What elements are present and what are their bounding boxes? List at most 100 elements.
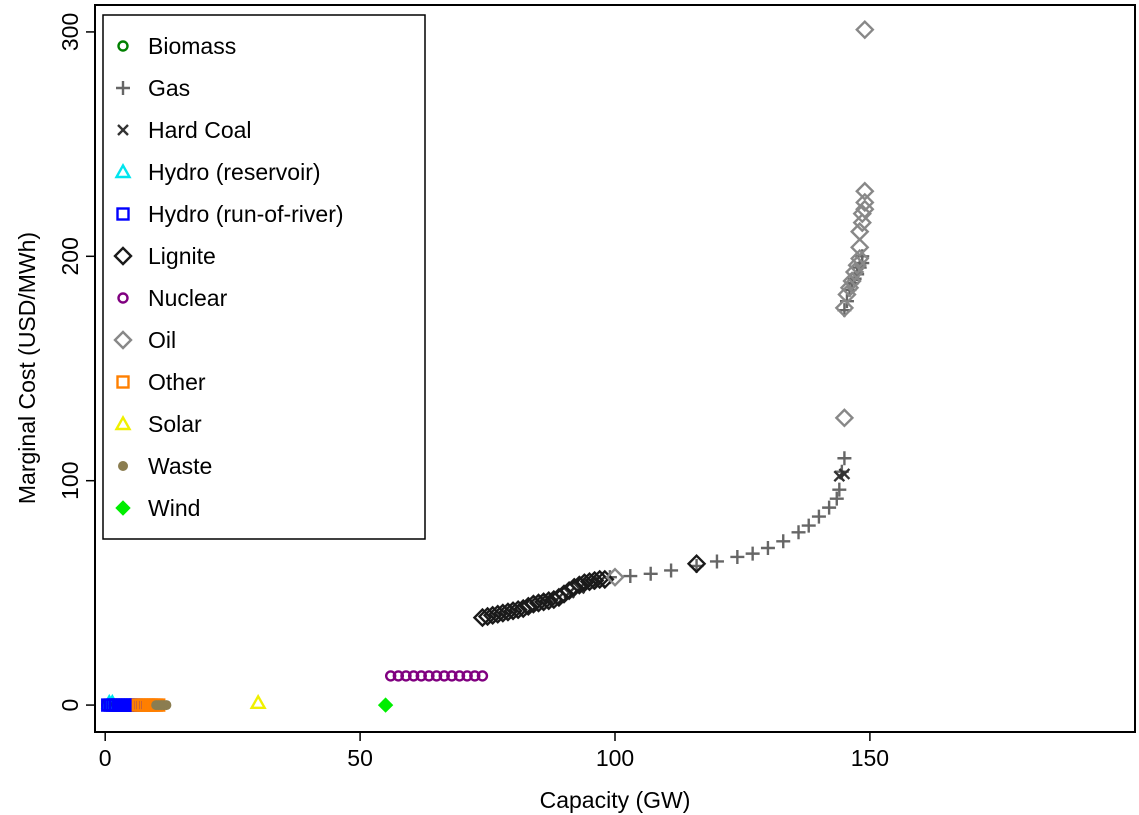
point-gas — [643, 566, 658, 581]
point-lignite — [503, 601, 523, 621]
legend-marker-gas — [116, 81, 130, 95]
point-lignite — [518, 596, 539, 617]
legend-label-biomass: Biomass — [148, 33, 236, 59]
point-nuclear — [430, 670, 443, 682]
point-lignite — [539, 591, 559, 611]
point-nuclear — [476, 670, 489, 682]
point-lignite — [493, 603, 513, 623]
point-lignite — [579, 571, 600, 592]
y-axis-title: Marginal Cost (USD/MWh) — [14, 232, 40, 504]
point-gas — [801, 518, 816, 533]
point-lignite — [686, 554, 707, 574]
point-gas — [623, 569, 638, 584]
y-tick-label: 300 — [57, 13, 83, 51]
point-lignite — [488, 604, 508, 624]
legend-label-solar: Solar — [148, 411, 202, 437]
x-tick-label: 0 — [99, 745, 112, 771]
point-gas — [730, 549, 745, 564]
point-gas — [664, 563, 679, 578]
legend-label-wind: Wind — [148, 495, 200, 521]
y-axis: 0 100 200 300 — [57, 13, 95, 712]
point-nuclear — [407, 670, 420, 682]
point-oil — [850, 248, 870, 269]
point-oil — [852, 212, 872, 233]
x-tick-label: 50 — [347, 745, 373, 771]
point-nuclear — [423, 670, 435, 682]
legend-marker-hard-coal — [117, 124, 129, 136]
y-tick-label: 200 — [57, 237, 83, 275]
legend-marker-hydro-reservoir — [114, 163, 132, 179]
point-nuclear — [453, 670, 466, 682]
point-lignite — [533, 592, 554, 612]
point-oil — [855, 19, 875, 40]
point-gas — [791, 525, 806, 540]
legend-label-oil: Oil — [148, 327, 176, 353]
point-gas — [832, 482, 847, 497]
legend-label-hydro-reservoir: Hydro (reservoir) — [148, 159, 321, 185]
point-lignite — [498, 602, 518, 622]
point-lignite — [595, 569, 615, 590]
legend-label-nuclear: Nuclear — [148, 285, 228, 311]
legend-label-hard-coal: Hard Coal — [148, 117, 252, 143]
point-lignite — [472, 607, 493, 628]
point-oil — [834, 298, 855, 318]
legend-label-waste: Waste — [148, 453, 212, 479]
point-nuclear — [469, 670, 481, 682]
legend-label-gas: Gas — [148, 75, 190, 101]
point-solar — [249, 693, 267, 710]
point-lignite — [523, 594, 544, 614]
point-gas — [811, 509, 826, 524]
legend-marker-wind — [115, 500, 131, 516]
point-lignite — [528, 593, 549, 613]
point-lignite — [482, 605, 503, 626]
legend-marker-lignite — [113, 246, 133, 266]
point-lignite — [574, 573, 595, 593]
legend: Biomass Gas Hard Coal Hydro (reservoir) Hydr… — [102, 14, 426, 540]
point-nuclear — [392, 670, 405, 682]
point-oil — [850, 237, 870, 258]
point-nuclear — [384, 670, 397, 682]
y-tick-label: 0 — [57, 699, 83, 712]
legend-marker-other — [116, 375, 130, 389]
point-gas — [745, 546, 760, 561]
point-lignite — [590, 569, 610, 590]
x-tick-label: 100 — [596, 745, 634, 771]
legend-marker-nuclear — [117, 292, 129, 304]
legend-box — [102, 14, 426, 540]
y-tick-label: 100 — [57, 462, 83, 500]
point-wind — [377, 697, 394, 713]
legend-label-other: Other — [148, 369, 206, 395]
legend-label-lignite: Lignite — [148, 243, 216, 269]
legend-label-hydro-run-of-river: Hydro (run-of-river) — [148, 201, 344, 227]
point-lignite — [569, 575, 590, 595]
point-lignite — [477, 606, 498, 627]
point-nuclear — [461, 670, 473, 682]
point-gas — [776, 534, 791, 549]
point-oil — [855, 181, 875, 201]
point-oil — [855, 192, 875, 213]
x-tick-label: 150 — [851, 745, 889, 771]
legend-marker-hydro-run-of-river — [116, 207, 130, 221]
point-oil — [834, 408, 855, 428]
point-hard-coal — [838, 468, 851, 480]
point-lignite — [508, 600, 528, 620]
point-oil — [605, 567, 625, 587]
data-points — [100, 19, 875, 713]
point-oil — [852, 203, 872, 224]
point-nuclear — [438, 670, 450, 682]
point-gas — [837, 451, 852, 466]
legend-marker-oil — [113, 330, 133, 350]
x-axis: 0 50 100 150 — [99, 732, 889, 771]
legend-marker-waste — [118, 461, 128, 471]
point-nuclear — [400, 670, 412, 682]
legend-marker-biomass — [117, 40, 129, 52]
point-gas — [760, 541, 775, 556]
point-nuclear — [446, 670, 458, 682]
point-nuclear — [415, 670, 427, 682]
point-gas — [822, 500, 837, 515]
point-gas — [829, 491, 844, 506]
legend-marker-solar — [114, 415, 132, 431]
point-waste — [161, 700, 172, 711]
point-gas — [709, 554, 724, 569]
